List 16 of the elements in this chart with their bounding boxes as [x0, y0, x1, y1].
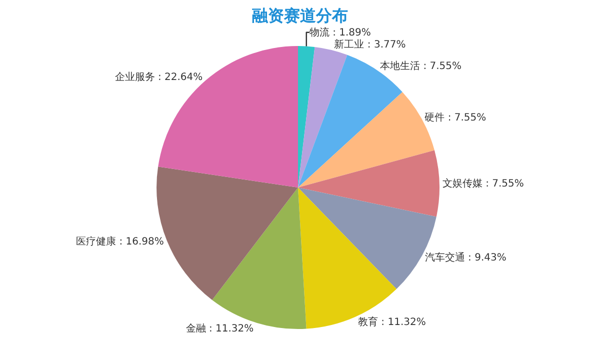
slice-label: 金融 : 11.32%: [186, 322, 254, 334]
pie-slice: [158, 46, 298, 188]
slice-label: 物流 : 1.89%: [309, 26, 371, 38]
pie-slice: [298, 150, 440, 217]
slice-label: 硬件 : 7.55%: [424, 112, 486, 124]
pie-slice: [298, 47, 348, 188]
slice-label: 汽车交通 : 9.43%: [424, 251, 506, 264]
pie-slice: [298, 46, 315, 188]
slice-label: 企业服务 : 22.64%: [114, 70, 203, 83]
slice-label: 教育 : 11.32%: [358, 316, 426, 328]
chart-title: 融资赛道分布: [252, 6, 348, 25]
slice-label: 本地生活 : 7.55%: [380, 60, 462, 72]
pie-slice: [298, 92, 434, 188]
slice-label: 文娱传媒 : 7.55%: [442, 177, 524, 190]
slice-label: 医疗健康 : 16.98%: [76, 236, 164, 248]
slice-label: 新工业 : 3.77%: [334, 38, 406, 50]
